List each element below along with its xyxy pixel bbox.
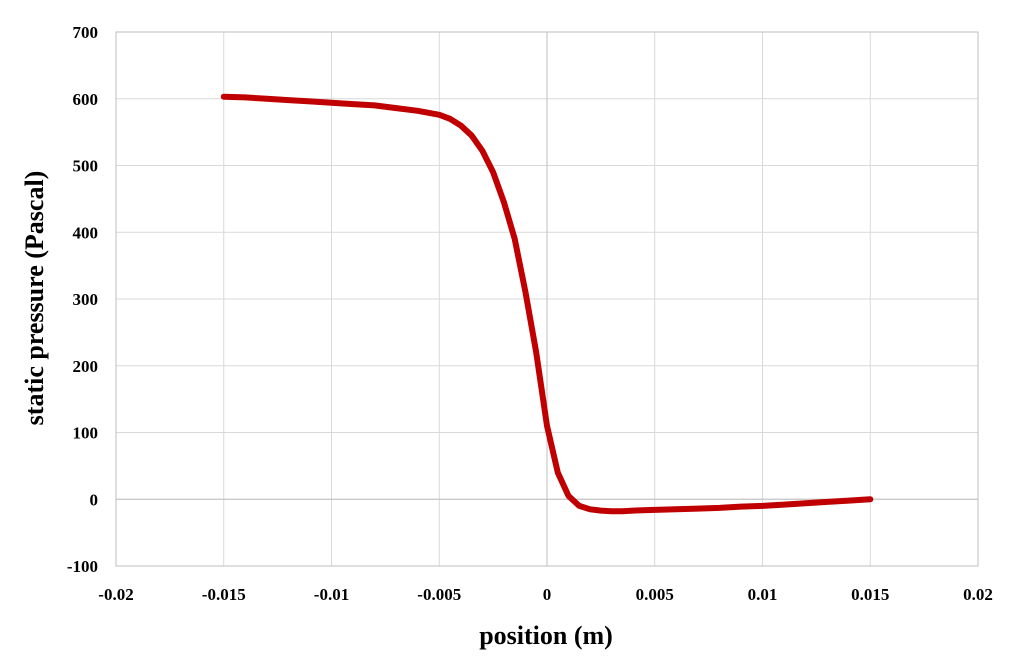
y-tick-label: -100 — [67, 557, 98, 576]
x-tick-label: 0.015 — [851, 585, 889, 604]
x-tick-label: 0.02 — [963, 585, 993, 604]
y-tick-label: 500 — [73, 157, 99, 176]
y-axis-label: static pressure (Pascal) — [20, 171, 49, 426]
y-tick-label: 600 — [73, 90, 99, 109]
x-tick-label: 0.01 — [748, 585, 778, 604]
y-tick-label: 300 — [73, 290, 99, 309]
y-tick-label: 100 — [73, 424, 99, 443]
x-tick-labels: -0.02 -0.015 -0.01 -0.005 0 0.005 0.01 0.015 0.0… — [98, 585, 993, 604]
y-tick-label: 400 — [73, 223, 99, 242]
series-layer — [220, 93, 874, 515]
x-tick-label: -0.015 — [202, 585, 246, 604]
y-tick-label: 200 — [73, 357, 99, 376]
y-tick-label: 0 — [90, 490, 99, 509]
y-tick-label: 700 — [73, 23, 99, 42]
y-tick-labels: -100 0 100 200 300 400 500 600 700 — [67, 23, 98, 576]
x-axis-label: position (m) — [479, 621, 613, 650]
x-tick-label: 0 — [543, 585, 552, 604]
x-tick-label: -0.005 — [417, 585, 461, 604]
series-line-0 — [220, 93, 874, 515]
x-tick-label: 0.005 — [636, 585, 674, 604]
x-tick-label: -0.02 — [98, 585, 133, 604]
x-tick-label: -0.01 — [314, 585, 349, 604]
